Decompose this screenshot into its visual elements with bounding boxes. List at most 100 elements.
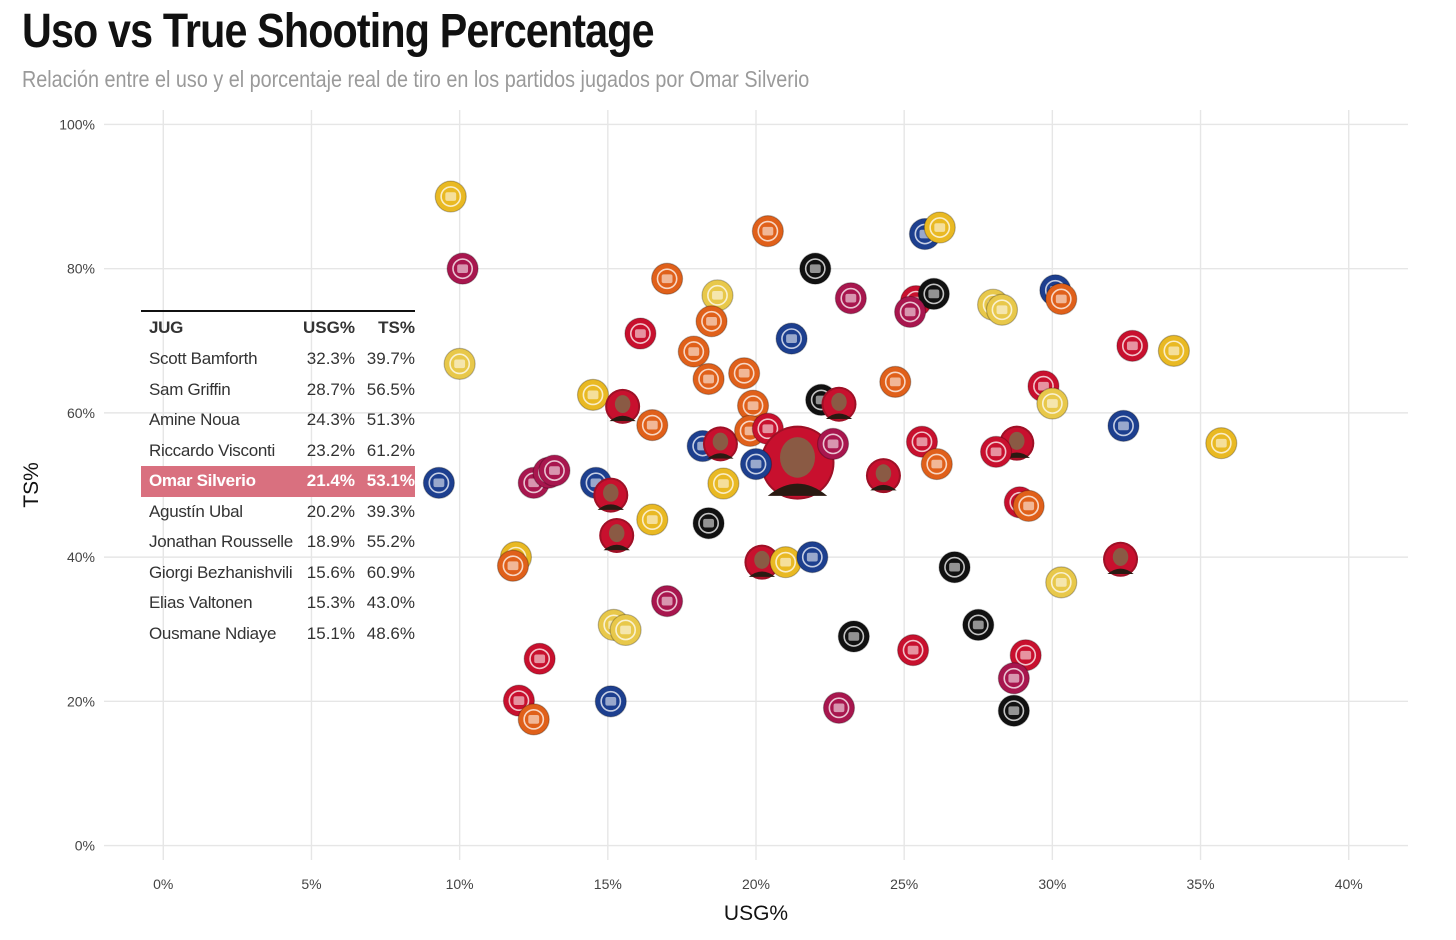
y-axis-label: TS% bbox=[20, 462, 43, 508]
team-logo-point bbox=[1036, 387, 1069, 420]
player-usg: 28.7% bbox=[306, 379, 355, 399]
team-logo-point bbox=[816, 427, 850, 460]
player-name: Agustín Ubal bbox=[149, 501, 243, 521]
table-row: Agustín Ubal 20.2% 39.3% bbox=[141, 497, 415, 528]
team-logo-point bbox=[1107, 409, 1140, 442]
team-logo-point bbox=[979, 435, 1013, 468]
team-logo-point bbox=[1157, 334, 1190, 367]
team-logo-point bbox=[446, 252, 479, 285]
leaders-table: JUG USG% TS% Scott Bamforth 32.3% 39.7% Sa… bbox=[141, 310, 415, 649]
team-logo-point bbox=[997, 662, 1030, 695]
team-logo-point bbox=[576, 378, 610, 411]
team-logo-point bbox=[962, 608, 995, 642]
team-logo-point bbox=[769, 546, 802, 579]
x-tick-label: 5% bbox=[301, 876, 321, 892]
player-usg: 20.2% bbox=[306, 501, 355, 521]
team-logo-point bbox=[692, 362, 725, 396]
team-logo-point bbox=[985, 293, 1019, 326]
y-tick-label: 40% bbox=[67, 549, 95, 565]
team-logo-point bbox=[517, 703, 550, 736]
player-ts: 56.5% bbox=[366, 379, 415, 399]
team-logo-point bbox=[707, 467, 740, 500]
x-axis-ticks: 0% 5% 10% 15% 20% 25% 30% 35% 40% bbox=[153, 876, 1363, 892]
y-tick-label: 60% bbox=[67, 405, 95, 421]
team-logo-point bbox=[879, 365, 912, 398]
team-logo-point bbox=[917, 277, 950, 310]
player-ts: 39.3% bbox=[366, 501, 415, 521]
team-logo-point bbox=[837, 620, 870, 653]
player-name: Jonathan Rousselle bbox=[149, 532, 293, 552]
y-tick-label: 20% bbox=[67, 693, 95, 709]
player-usg: 15.1% bbox=[306, 623, 355, 643]
team-logo-point bbox=[624, 317, 657, 350]
player-usg: 21.4% bbox=[306, 471, 355, 491]
team-logo-point bbox=[695, 305, 728, 338]
player-photo-point bbox=[744, 544, 780, 580]
team-logo-point bbox=[920, 447, 953, 481]
table-row: Jonathan Rousselle 18.9% 55.2% bbox=[141, 527, 415, 558]
team-logo-point bbox=[609, 613, 642, 647]
team-logo-point bbox=[728, 357, 761, 390]
team-logo-point bbox=[1012, 489, 1045, 523]
player-ts: 55.2% bbox=[366, 532, 415, 552]
chart-title: Uso vs True Shooting Percentage bbox=[22, 5, 655, 58]
team-logo-point bbox=[1205, 427, 1238, 460]
team-logo-point bbox=[650, 262, 684, 295]
team-logo-point bbox=[496, 549, 530, 582]
player-usg: 23.2% bbox=[306, 440, 355, 460]
team-logo-point bbox=[938, 551, 971, 584]
team-logo-point bbox=[636, 409, 669, 442]
player-usg: 15.6% bbox=[306, 562, 355, 582]
player-usg: 32.3% bbox=[306, 349, 355, 369]
table-row-highlighted: Omar Silverio 21.4% 53.1% bbox=[141, 466, 415, 497]
x-tick-label: 10% bbox=[446, 876, 474, 892]
table-row: Riccardo Visconti 23.2% 61.2% bbox=[141, 436, 415, 467]
team-logo-point bbox=[751, 215, 784, 248]
team-logo-point bbox=[894, 295, 927, 329]
col-header-usg: USG% bbox=[303, 318, 355, 337]
y-axis-ticks: 0% 20% 40% 60% 80% 100% bbox=[59, 116, 95, 853]
chart-subtitle: Relación entre el uso y el porcentaje re… bbox=[22, 66, 810, 92]
x-tick-label: 30% bbox=[1038, 876, 1066, 892]
player-usg: 24.3% bbox=[306, 410, 355, 430]
y-tick-label: 80% bbox=[67, 261, 95, 277]
team-logo-point bbox=[997, 694, 1030, 727]
player-ts: 39.7% bbox=[366, 349, 415, 369]
col-header-ts: TS% bbox=[378, 318, 415, 337]
team-logo-point bbox=[1045, 566, 1078, 599]
player-photo-point bbox=[821, 386, 857, 422]
x-tick-label: 15% bbox=[594, 876, 622, 892]
player-name: Riccardo Visconti bbox=[149, 440, 275, 460]
player-name: Amine Noua bbox=[149, 410, 240, 430]
table-header: JUG USG% TS% bbox=[141, 312, 415, 344]
player-ts: 48.6% bbox=[366, 623, 415, 643]
table-row: Sam Griffin 28.7% 56.5% bbox=[141, 375, 415, 406]
x-tick-label: 40% bbox=[1335, 876, 1363, 892]
player-photo-point bbox=[599, 517, 635, 553]
player-ts: 60.9% bbox=[366, 562, 415, 582]
table-row: Ousmane Ndiaye 15.1% 48.6% bbox=[141, 619, 415, 650]
player-usg: 15.3% bbox=[306, 593, 355, 613]
team-logo-point bbox=[736, 389, 770, 422]
x-tick-label: 0% bbox=[153, 876, 173, 892]
player-name: Omar Silverio bbox=[149, 471, 256, 491]
table-row: Amine Noua 24.3% 51.3% bbox=[141, 405, 415, 436]
team-logo-point bbox=[834, 282, 867, 315]
team-logo-point bbox=[677, 335, 710, 368]
team-logo-point bbox=[896, 634, 930, 667]
player-photo-point bbox=[1103, 541, 1139, 577]
player-name: Giorgi Bezhanishvili bbox=[149, 562, 293, 582]
player-ts: 61.2% bbox=[366, 440, 415, 460]
table-row: Elias Valtonen 15.3% 43.0% bbox=[141, 588, 415, 619]
x-tick-label: 35% bbox=[1187, 876, 1215, 892]
data-points bbox=[422, 180, 1238, 736]
x-tick-label: 25% bbox=[890, 876, 918, 892]
team-logo-point bbox=[796, 541, 829, 574]
x-axis-label: USG% bbox=[724, 902, 788, 925]
team-logo-point bbox=[905, 425, 939, 458]
y-tick-label: 100% bbox=[59, 116, 95, 132]
team-logo-point bbox=[538, 454, 571, 487]
player-name: Elias Valtonen bbox=[149, 593, 253, 613]
team-logo-point bbox=[636, 503, 669, 536]
team-logo-point bbox=[799, 252, 832, 285]
